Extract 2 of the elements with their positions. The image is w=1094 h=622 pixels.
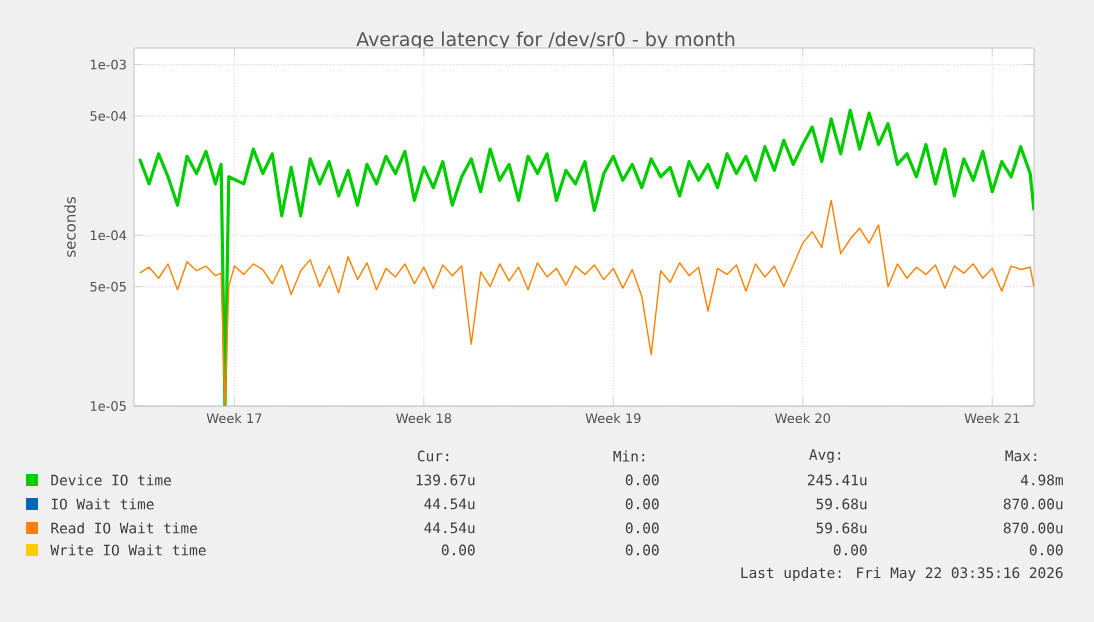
line-series [138,199,1034,406]
line-series [138,108,1034,406]
